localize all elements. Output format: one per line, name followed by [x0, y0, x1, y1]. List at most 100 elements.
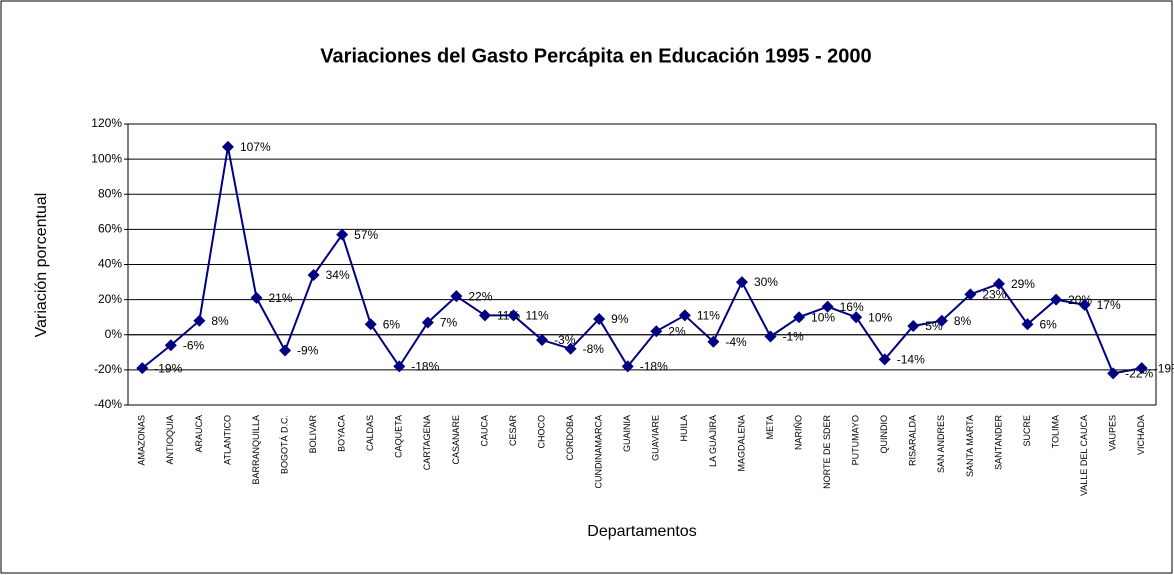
y-tick-label: 20%: [98, 292, 122, 306]
data-point: [193, 314, 206, 327]
y-tick-label: -40%: [94, 397, 122, 411]
data-label: 11%: [526, 309, 549, 323]
x-tick-label: VICHADA: [1136, 415, 1146, 455]
data-point: [336, 228, 349, 241]
data-label: -22%: [1125, 367, 1153, 381]
data-point: [992, 277, 1005, 290]
data-label: 22%: [468, 289, 492, 303]
x-tick-label: NARIÑO: [793, 415, 803, 450]
data-point: [507, 309, 520, 322]
data-point: [564, 342, 577, 355]
data-label: -18%: [640, 360, 668, 374]
data-label: 29%: [1011, 277, 1035, 291]
data-point: [1078, 298, 1091, 311]
data-point: [279, 344, 292, 357]
data-label: -14%: [897, 353, 925, 367]
data-label: 10%: [811, 310, 835, 324]
data-label: 30%: [754, 275, 778, 289]
data-point: [1135, 362, 1148, 375]
x-tick-label: BARRANQUILLA: [251, 415, 261, 485]
data-label: 8%: [954, 314, 972, 328]
x-tick-label: CALDAS: [365, 415, 375, 451]
data-point: [764, 330, 777, 343]
x-tick-label: BOYACA: [337, 415, 347, 452]
data-point: [735, 276, 748, 289]
data-label: 57%: [354, 228, 378, 242]
x-tick-label: CAUCA: [479, 415, 489, 447]
data-label: 9%: [611, 312, 629, 326]
y-tick-label: 0%: [105, 327, 123, 341]
data-point: [707, 335, 720, 348]
x-tick-label: ARAUCA: [194, 415, 204, 453]
x-tick-label: CESAR: [508, 415, 518, 447]
x-tick-label: CAQUETA: [394, 415, 404, 458]
data-point: [650, 325, 663, 338]
data-point: [1107, 367, 1120, 380]
data-point: [1021, 318, 1034, 331]
x-tick-label: TOLIMA: [1050, 415, 1060, 448]
data-point: [793, 311, 806, 324]
y-tick-label: 60%: [98, 222, 122, 236]
x-tick-label: SANTA MARTA: [965, 415, 975, 477]
x-tick-label: CARTAGENA: [422, 415, 432, 470]
data-point: [621, 360, 634, 373]
data-point: [221, 140, 234, 153]
x-tick-label: ANTIOQUIA: [165, 415, 175, 465]
data-point: [935, 314, 948, 327]
data-point: [136, 362, 149, 375]
x-tick-label: PUTUMAYO: [851, 415, 861, 465]
data-point: [850, 311, 863, 324]
data-point: [364, 318, 377, 331]
x-tick-label: VALLE DEL CAUCA: [1079, 415, 1089, 496]
data-label: 23%: [982, 288, 1006, 302]
data-label: 16%: [840, 300, 864, 314]
data-point: [250, 291, 263, 304]
data-point: [164, 339, 177, 352]
data-point: [821, 300, 834, 313]
data-label: 8%: [211, 314, 229, 328]
y-tick-label: 80%: [98, 186, 122, 200]
x-tick-label: AMAZONAS: [137, 415, 147, 466]
data-label: -9%: [297, 344, 319, 358]
x-tick-label: NORTE DE SDER: [822, 415, 832, 489]
x-tick-label: LA GUAJIRA: [708, 415, 718, 467]
data-label: -18%: [411, 360, 439, 374]
y-tick-label: 100%: [91, 151, 122, 165]
data-label: 21%: [269, 291, 293, 305]
x-tick-label: SUCRE: [1022, 415, 1032, 447]
data-label: 6%: [1040, 317, 1058, 331]
x-axis-label: Departamentos: [587, 523, 696, 540]
x-tick-label: ATLANTICO: [222, 415, 232, 465]
data-label: 7%: [440, 316, 458, 330]
y-tick-label: 40%: [98, 257, 122, 271]
x-tick-label: HUILA: [679, 415, 689, 442]
data-label: 11%: [697, 309, 720, 323]
x-tick-label: GUAVIARE: [651, 415, 661, 461]
data-point: [421, 316, 434, 329]
x-tick-label: META: [765, 415, 775, 439]
x-tick-label: QUINDIO: [879, 415, 889, 454]
x-tick-label: CHOCO: [536, 415, 546, 449]
data-label: -19%: [154, 361, 182, 375]
data-label: 2%: [668, 324, 686, 338]
data-label: -8%: [583, 342, 605, 356]
x-tick-label: MAGDALENA: [736, 415, 746, 472]
data-point: [450, 290, 463, 303]
data-point: [964, 288, 977, 301]
x-tick-label: VAUPES: [1108, 415, 1118, 451]
x-tick-label: CORDOBA: [565, 415, 575, 461]
data-point: [478, 309, 491, 322]
data-point: [393, 360, 406, 373]
data-point: [1050, 293, 1063, 306]
data-point: [878, 353, 891, 366]
data-label: -19%: [1154, 361, 1174, 375]
data-label: -4%: [725, 335, 747, 349]
chart-title: Variaciones del Gasto Percápita en Educa…: [320, 45, 871, 67]
y-tick-label: 120%: [91, 116, 122, 130]
x-tick-label: BOGOTÁ D.C.: [279, 415, 289, 474]
data-label: 10%: [868, 310, 892, 324]
data-point: [536, 334, 549, 347]
